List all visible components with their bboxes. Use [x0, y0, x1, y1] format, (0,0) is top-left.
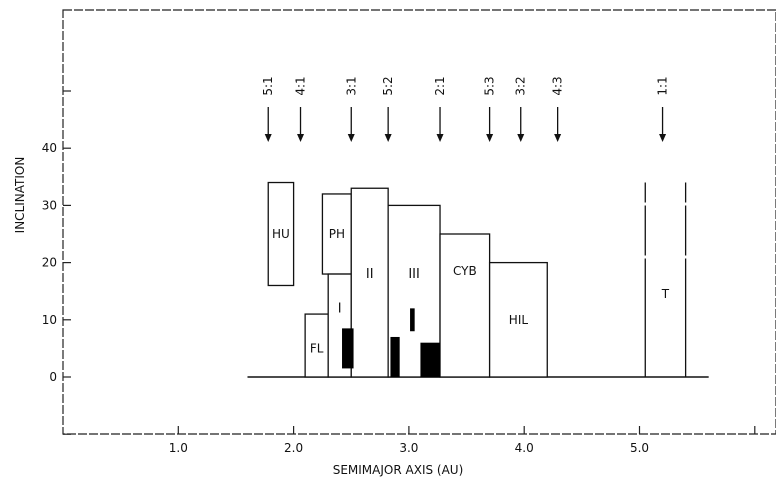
resonance-label: 4:1: [294, 76, 308, 95]
y-tick-label: 10: [42, 313, 57, 327]
region-box: [350, 187, 389, 378]
resonance-1-1: 1:1: [656, 76, 670, 142]
resonance-label: 5:1: [261, 76, 275, 95]
region-label: FL: [310, 342, 324, 356]
region-cyb: CYB: [439, 233, 491, 378]
resonance-label: 2:1: [433, 76, 447, 95]
resonance-4-3: 4:3: [551, 76, 565, 142]
region-t: T: [644, 182, 687, 377]
resonance-arrow-head: [554, 134, 562, 142]
resonance-label: 5:2: [381, 76, 395, 95]
resonance-5-3: 5:3: [483, 76, 497, 142]
region-box: [321, 193, 352, 275]
resonance-arrow-head: [297, 134, 305, 142]
x-tick-label: 5.0: [630, 441, 649, 455]
resonance-arrow-head: [436, 134, 444, 142]
region-label: HIL: [509, 313, 529, 327]
resonance-arrow-head: [659, 134, 667, 142]
asteroid-family-block: [420, 342, 441, 377]
resonance-label: 3:2: [514, 76, 528, 95]
region-label: CYB: [453, 264, 477, 278]
region-fl: FL: [304, 313, 329, 378]
region-ii: II: [350, 187, 389, 378]
region-label: PH: [329, 227, 345, 241]
x-axis-label: SEMIMAJOR AXIS (AU): [333, 463, 464, 477]
y-tick-label: 20: [42, 256, 57, 270]
region-label: III: [408, 267, 420, 282]
resonance-label: 4:3: [551, 76, 565, 95]
region-hil: HIL: [488, 261, 548, 378]
resonance-arrow-head: [517, 134, 525, 142]
x-tick-label: 2.0: [284, 441, 303, 455]
resonance-arrow-head: [384, 134, 392, 142]
resonance-3-1: 3:1: [344, 76, 358, 142]
plot-frame: [62, 9, 776, 435]
region-hu: HU: [267, 181, 295, 287]
resonance-label: 5:3: [483, 76, 497, 95]
x-tick-label: 3.0: [399, 441, 418, 455]
region-box: [439, 233, 491, 378]
resonance-arrow-head: [264, 134, 272, 142]
resonance-label: 1:1: [656, 76, 670, 95]
region-box: [267, 181, 295, 287]
asteroid-family-block: [410, 308, 415, 332]
y-tick-label: 40: [42, 141, 57, 155]
x-tick-label: 1.0: [169, 441, 188, 455]
y-tick-label: 30: [42, 198, 57, 212]
region-label: T: [661, 287, 670, 301]
resonance-arrow-head: [347, 134, 355, 142]
resonance-arrow-head: [486, 134, 494, 142]
x-tick-label: 4.0: [515, 441, 534, 455]
resonance-5-1: 5:1: [261, 76, 275, 142]
region-label: HU: [272, 227, 290, 241]
region-box: [488, 261, 548, 378]
resonance-2-1: 2:1: [433, 76, 447, 142]
y-axis-label: INCLINATION: [13, 157, 27, 234]
y-tick-label: 0: [49, 370, 57, 384]
resonance-label: 3:1: [344, 76, 358, 95]
region-label: II: [366, 267, 374, 282]
region-label: I: [338, 301, 342, 316]
resonance-4-1: 4:1: [294, 76, 308, 142]
region-ph: PH: [321, 193, 352, 275]
asteroid-family-block: [390, 336, 400, 377]
resonance-3-2: 3:2: [514, 76, 528, 142]
asteroid-family-block: [342, 328, 354, 369]
resonance-5-2: 5:2: [381, 76, 395, 142]
